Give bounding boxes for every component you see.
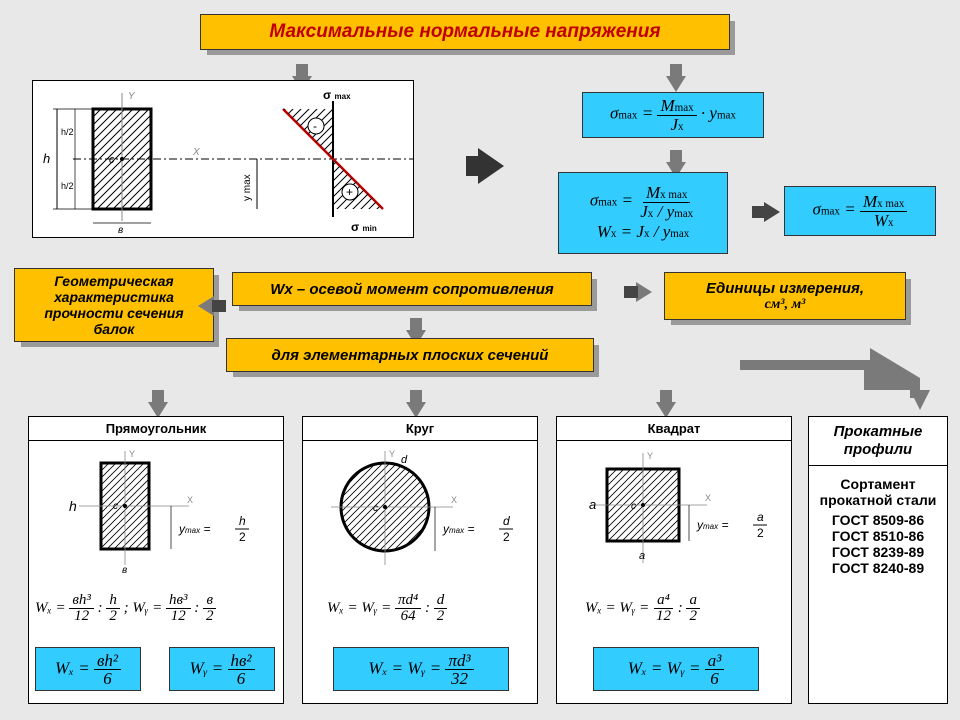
rect-wx-box: Wₓ = вh²6 bbox=[35, 647, 141, 691]
svg-text:в: в bbox=[122, 565, 127, 576]
svg-text:2: 2 bbox=[757, 526, 764, 540]
yellow-center-2: для элементарных плоских сечений bbox=[226, 338, 594, 372]
svg-text:с: с bbox=[109, 154, 115, 166]
square-box: Wₓ = Wᵧ = a³6 bbox=[593, 647, 759, 691]
arrow-left-in bbox=[198, 296, 214, 316]
gost-2: ГОСТ 8510-86 bbox=[813, 528, 943, 544]
svg-text:Y: Y bbox=[128, 91, 136, 102]
circle-box: Wₓ = Wᵧ = πd³32 bbox=[333, 647, 509, 691]
title-text: Максимальные нормальные напряжения bbox=[269, 21, 660, 43]
svg-text:a: a bbox=[757, 510, 764, 524]
svg-text:a: a bbox=[639, 550, 645, 562]
svg-text:Y: Y bbox=[389, 449, 395, 459]
svg-text:d: d bbox=[401, 454, 408, 466]
svg-text:-: - bbox=[313, 119, 317, 133]
svg-text:h: h bbox=[239, 514, 246, 528]
svg-text:2: 2 bbox=[503, 530, 510, 544]
panel-square: Квадрат Y X с a a ymax = a 2 Wₓ = Wᵧ = a… bbox=[556, 416, 792, 704]
title-banner: Максимальные нормальные напряжения bbox=[200, 14, 730, 50]
panel-circle: Круг Y X с d ymax = d 2 Wₓ = Wᵧ = πd⁴64 … bbox=[302, 416, 538, 704]
arrow-big-right bbox=[478, 148, 504, 184]
arrow-down-right bbox=[666, 76, 686, 92]
svg-text:σ max: σ max bbox=[323, 88, 351, 102]
arrow-right-in bbox=[636, 282, 652, 302]
rect-wx-line: Wₓ = вh³12 : h2 ; Wᵧ = hв³12 : в2 bbox=[35, 593, 217, 624]
svg-text:a: a bbox=[589, 497, 596, 512]
svg-text:σ min: σ min bbox=[351, 220, 377, 234]
svg-text:y max: y max bbox=[242, 174, 253, 201]
svg-text:Y: Y bbox=[129, 449, 135, 459]
yellow-left: Геометрическая характеристика прочности … bbox=[14, 268, 214, 342]
square-wx-line: Wₓ = Wᵧ = a⁴12 : a2 bbox=[585, 593, 700, 624]
svg-text:ymax =: ymax = bbox=[442, 522, 474, 536]
arrow-to-profiles bbox=[740, 348, 940, 418]
formula-sigma-top: σmax = Mmax Jx · ymax bbox=[582, 92, 764, 138]
svg-text:в: в bbox=[118, 225, 123, 236]
svg-text:d: d bbox=[503, 514, 510, 528]
beam-diagram: Y X с h h/2 h/2 в - + σ max σ min y max bbox=[32, 80, 414, 238]
panel-square-title: Квадрат bbox=[557, 417, 791, 441]
rect-wy-box: Wᵧ = hв²6 bbox=[169, 647, 275, 691]
svg-text:ymax =: ymax = bbox=[178, 522, 210, 536]
svg-text:ymax =: ymax = bbox=[696, 518, 728, 532]
svg-text:h: h bbox=[69, 498, 77, 514]
svg-text:с: с bbox=[373, 503, 378, 514]
svg-text:h/2: h/2 bbox=[61, 127, 74, 137]
circle-wx-line: Wₓ = Wᵧ = πd⁴64 : d2 bbox=[327, 593, 447, 624]
panel-circle-title: Круг bbox=[303, 417, 537, 441]
svg-text:с: с bbox=[631, 501, 636, 512]
gost-4: ГОСТ 8240-89 bbox=[813, 560, 943, 576]
formula-sigma-mid: σmax = Mx max Jx / ymax Wx = Jx / ymax bbox=[558, 172, 728, 254]
svg-text:h: h bbox=[43, 151, 50, 166]
panel-rect: Прямоугольник Y X с h в ymax = h 2 Wₓ = … bbox=[28, 416, 284, 704]
svg-text:Y: Y bbox=[647, 451, 653, 461]
profiles-title: Прокатные профили bbox=[809, 417, 947, 466]
svg-text:h/2: h/2 bbox=[61, 181, 74, 191]
beam-svg: Y X с h h/2 h/2 в - + σ max σ min y max bbox=[33, 81, 413, 237]
formula-sigma-right: σmax = Mx max Wx bbox=[784, 186, 936, 236]
svg-text:+: + bbox=[346, 185, 353, 199]
profiles-subtitle: Сортамент прокатной стали bbox=[813, 476, 943, 508]
panel-rect-title: Прямоугольник bbox=[29, 417, 283, 441]
svg-text:2: 2 bbox=[239, 530, 246, 544]
gost-1: ГОСТ 8509-86 bbox=[813, 512, 943, 528]
yellow-right: Единицы измерения, см³, м³ bbox=[664, 272, 906, 320]
svg-text:X: X bbox=[451, 495, 457, 505]
gost-3: ГОСТ 8239-89 bbox=[813, 544, 943, 560]
svg-text:X: X bbox=[192, 147, 200, 158]
yellow-center-1: Wx – осевой момент сопротивления bbox=[232, 272, 592, 306]
panel-profiles: Прокатные профили Сортамент прокатной ст… bbox=[808, 416, 948, 704]
svg-text:с: с bbox=[113, 501, 118, 512]
arrow-right-mid bbox=[764, 202, 780, 222]
svg-text:X: X bbox=[187, 495, 193, 505]
svg-text:X: X bbox=[705, 493, 711, 503]
